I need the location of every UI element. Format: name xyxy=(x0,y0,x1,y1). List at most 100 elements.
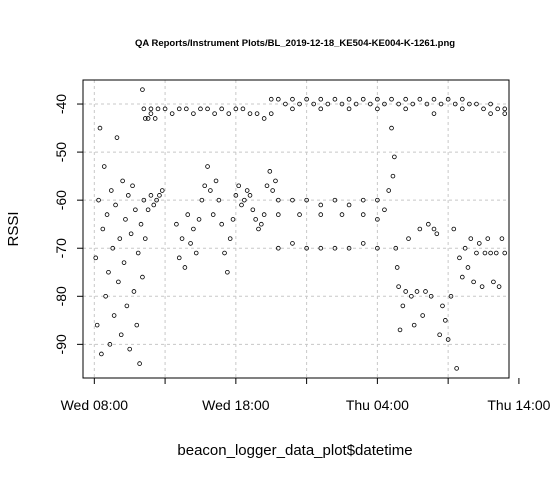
data-point-0-7 xyxy=(103,293,108,299)
data-point-0-166 xyxy=(375,245,380,251)
y-tick-label-4: -80 xyxy=(53,286,69,306)
data-point-0-94 xyxy=(256,226,261,232)
data-point-0-76 xyxy=(205,164,210,169)
data-point-0-87 xyxy=(236,183,241,189)
data-point-0-54 xyxy=(191,111,196,116)
data-point-0-10 xyxy=(107,342,113,347)
y-axis-label: RSSI xyxy=(5,211,22,246)
data-point-0-154 xyxy=(297,212,302,217)
grid-layer xyxy=(83,80,509,378)
data-point-0-96 xyxy=(261,212,267,217)
data-point-0-27 xyxy=(131,289,137,294)
data-point-0-108 xyxy=(318,96,324,102)
data-point-0-19 xyxy=(120,178,125,184)
data-point-0-28 xyxy=(133,207,138,213)
x-tick-label-2: Wed 18:00 xyxy=(202,397,270,413)
data-point-0-201 xyxy=(471,279,476,285)
data-point-0-83 xyxy=(225,269,230,275)
data-point-0-118 xyxy=(389,96,394,102)
data-point-0-122 xyxy=(417,96,423,102)
data-point-0-18 xyxy=(118,332,124,338)
data-point-0-85 xyxy=(230,217,236,222)
data-point-0-133 xyxy=(495,106,500,112)
data-point-0-211 xyxy=(499,236,505,241)
x-tick-label-0: Wed 08:00 xyxy=(61,397,129,413)
data-point-0-181 xyxy=(414,289,420,294)
y-tick-label-5: -90 xyxy=(53,334,69,354)
data-point-0-204 xyxy=(479,284,485,289)
data-point-0-23 xyxy=(125,193,131,198)
data-point-0-12 xyxy=(110,245,116,251)
data-point-0-161 xyxy=(304,245,309,251)
data-point-0-148 xyxy=(318,202,324,208)
data-point-0-40 xyxy=(157,193,162,198)
data-point-0-63 xyxy=(254,111,260,116)
data-point-0-163 xyxy=(332,245,338,251)
data-point-0-47 xyxy=(141,106,147,112)
data-point-0-106 xyxy=(304,96,309,102)
data-point-0-6 xyxy=(101,164,107,169)
data-point-0-16 xyxy=(116,279,121,285)
data-point-0-144 xyxy=(502,111,508,116)
data-point-0-88 xyxy=(239,202,244,208)
data-point-0-187 xyxy=(431,226,437,232)
data-point-0-69 xyxy=(185,212,191,217)
data-point-0-205 xyxy=(482,250,488,256)
data-point-0-43 xyxy=(142,116,148,121)
y-tick-label-3: -70 xyxy=(53,238,69,258)
data-point-0-179 xyxy=(409,293,414,299)
data-point-0-14 xyxy=(113,202,118,208)
data-point-0-119 xyxy=(396,101,401,107)
data-point-0-9 xyxy=(106,269,111,275)
plot-frame xyxy=(82,79,510,379)
data-point-0-123 xyxy=(424,101,430,107)
data-point-0-194 xyxy=(451,226,457,232)
data-point-0-143 xyxy=(488,111,493,116)
data-point-0-58 xyxy=(219,106,224,112)
data-point-0-36 xyxy=(145,207,151,213)
data-point-0-52 xyxy=(176,106,182,112)
data-point-0-182 xyxy=(417,226,423,232)
data-point-0-177 xyxy=(403,289,408,294)
data-point-0-24 xyxy=(127,346,133,352)
data-point-0-25 xyxy=(128,231,134,237)
data-point-0-95 xyxy=(259,221,264,227)
data-point-0-74 xyxy=(199,197,205,203)
data-point-0-173 xyxy=(394,265,400,270)
data-point-0-162 xyxy=(318,245,324,251)
data-point-0-59 xyxy=(226,111,232,116)
data-point-0-196 xyxy=(457,255,462,261)
data-point-0-60 xyxy=(233,106,239,112)
data-point-0-66 xyxy=(176,255,182,261)
data-point-0-135 xyxy=(268,111,274,116)
data-point-0-56 xyxy=(205,106,210,112)
data-point-0-2 xyxy=(96,197,101,203)
data-point-0-125 xyxy=(438,101,444,107)
data-point-0-200 xyxy=(468,236,474,241)
data-point-0-121 xyxy=(410,101,416,107)
data-point-0-189 xyxy=(437,332,442,338)
data-point-0-92 xyxy=(250,207,256,213)
data-point-0-33 xyxy=(140,274,145,280)
data-point-0-91 xyxy=(247,193,253,198)
data-point-0-160 xyxy=(290,241,295,246)
data-point-0-185 xyxy=(426,221,431,227)
data-point-0-107 xyxy=(311,101,316,107)
data-point-0-0 xyxy=(93,255,99,261)
data-point-0-102 xyxy=(276,96,281,102)
data-point-0-51 xyxy=(169,111,175,116)
data-point-0-109 xyxy=(325,101,331,107)
x-tick-label-6: Thu 14:00 xyxy=(487,397,550,413)
data-point-0-89 xyxy=(242,197,247,203)
data-point-0-22 xyxy=(124,303,130,309)
data-point-0-190 xyxy=(440,303,445,309)
data-point-0-105 xyxy=(297,101,302,107)
data-point-0-5 xyxy=(100,226,106,232)
data-point-0-151 xyxy=(360,197,366,203)
data-point-0-188 xyxy=(434,231,440,237)
data-point-0-139 xyxy=(375,106,380,112)
data-point-0-192 xyxy=(445,337,451,342)
data-point-0-128 xyxy=(459,96,465,102)
data-point-0-147 xyxy=(304,197,309,203)
